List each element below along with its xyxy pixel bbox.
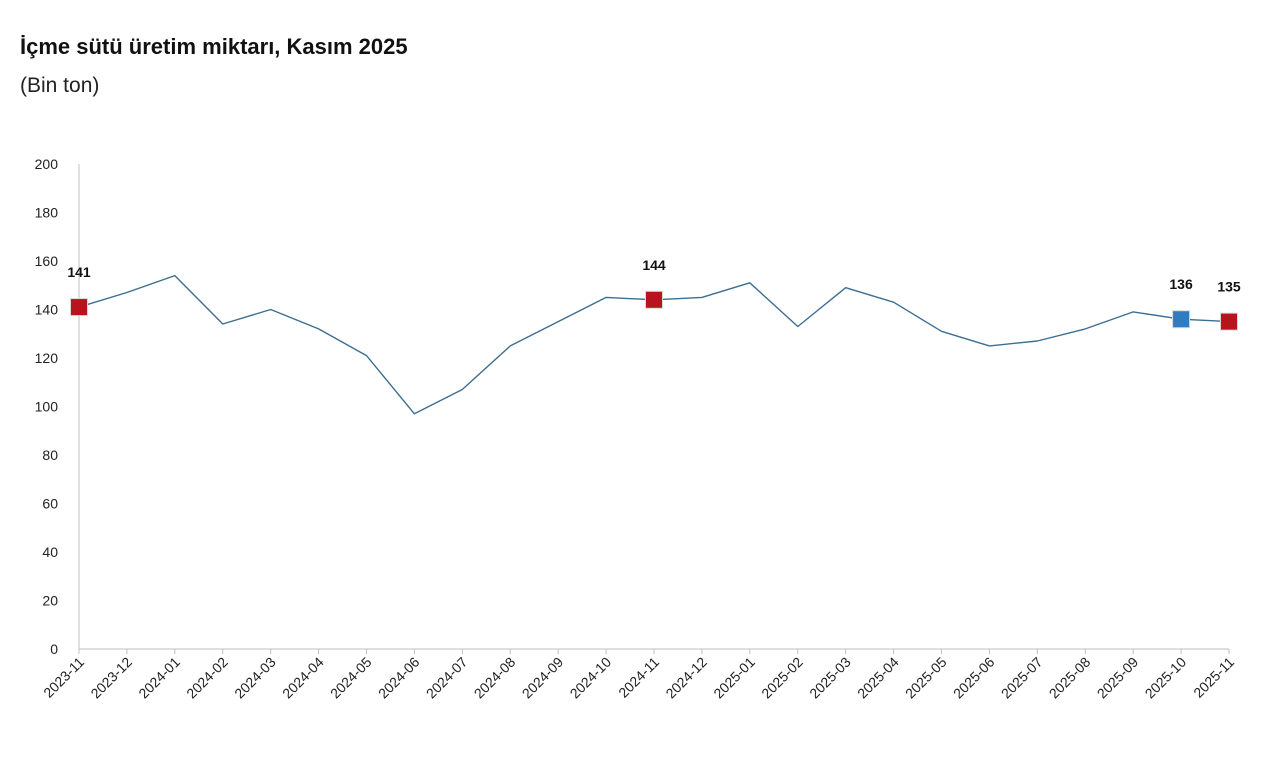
data-label: 144 (642, 257, 666, 273)
data-label: 135 (1217, 279, 1241, 295)
x-tick-label: 2025-09 (1094, 654, 1142, 702)
y-tick-label: 100 (35, 399, 59, 415)
x-tick-label: 2024-03 (231, 654, 279, 702)
y-tick-label: 120 (35, 350, 59, 366)
x-tick-label: 2025-10 (1142, 654, 1190, 702)
data-label: 136 (1169, 276, 1193, 292)
x-tick-label: 2025-04 (854, 654, 902, 702)
chart-subtitle: (Bin ton) (20, 74, 100, 97)
highlight-marker (70, 298, 88, 317)
highlight-marker (1172, 310, 1191, 329)
x-tick-label: 2023-11 (40, 654, 87, 701)
x-tick-label: 2025-08 (1046, 654, 1094, 702)
x-tick-label: 2024-01 (135, 654, 183, 702)
x-tick-label: 2024-10 (567, 654, 615, 702)
x-tick-label: 2024-09 (519, 654, 567, 702)
x-tick-label: 2025-05 (902, 654, 950, 702)
highlight-markers (70, 290, 1238, 331)
y-axis-ticks: 0 20 40 60 80 100 120 140 160 180 200 (35, 156, 59, 657)
x-tick-label: 2025-07 (998, 654, 1046, 702)
y-tick-label: 40 (42, 544, 58, 560)
x-tick-label: 2025-01 (710, 654, 758, 702)
x-tick-label: 2025-03 (806, 654, 854, 702)
x-tick-label: 2024-11 (615, 654, 662, 701)
x-tick-label: 2024-07 (423, 654, 471, 702)
data-label: 141 (67, 264, 91, 280)
x-tick-label: 2024-02 (183, 654, 231, 702)
data-labels: 141 144 136 135 (67, 257, 1241, 295)
x-tick-label: 2025-02 (758, 654, 806, 702)
y-tick-label: 160 (35, 253, 59, 269)
y-tick-label: 180 (35, 205, 59, 221)
y-tick-label: 0 (50, 641, 58, 657)
x-tick-label: 2025-06 (950, 654, 998, 702)
x-tick-label: 2024-04 (279, 654, 327, 702)
y-tick-label: 200 (35, 156, 59, 172)
highlight-marker (1220, 312, 1238, 331)
y-tick-label: 80 (42, 447, 58, 463)
highlight-marker (645, 290, 663, 309)
x-tick-label: 2024-12 (662, 654, 710, 702)
x-tick-label: 2024-06 (375, 654, 423, 702)
y-tick-label: 140 (35, 302, 59, 318)
x-tick-label: 2024-05 (327, 654, 375, 702)
x-tick-label: 2024-08 (471, 654, 519, 702)
y-tick-label: 60 (42, 496, 58, 512)
y-tick-label: 20 (42, 593, 58, 609)
x-tick-label: 2025-11 (1190, 654, 1237, 701)
x-tick-label: 2023-12 (87, 654, 135, 702)
x-axis-ticks: 2023-11 2023-12 2024-01 2024-02 2024-03 2024-… (40, 649, 1237, 701)
chart-title: İçme sütü üretim miktarı, Kasım 2025 (20, 34, 408, 59)
